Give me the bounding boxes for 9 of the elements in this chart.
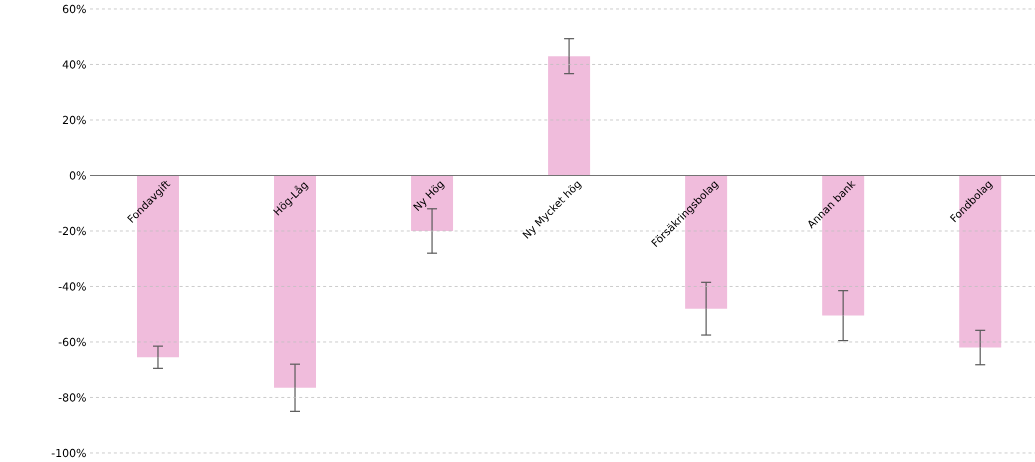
y-tick-label: -100%	[51, 448, 86, 458]
y-tick-label: 0%	[69, 171, 86, 180]
y-tick-label: 40%	[62, 60, 86, 69]
y-tick-label: -60%	[58, 337, 86, 347]
y-tick-label: 20%	[62, 115, 86, 125]
y-tick-label: -80%	[58, 393, 86, 402]
y-tick-label: 60%	[62, 4, 86, 14]
y-tick-label: -40%	[58, 282, 86, 291]
y-tick-label: -20%	[58, 226, 86, 236]
